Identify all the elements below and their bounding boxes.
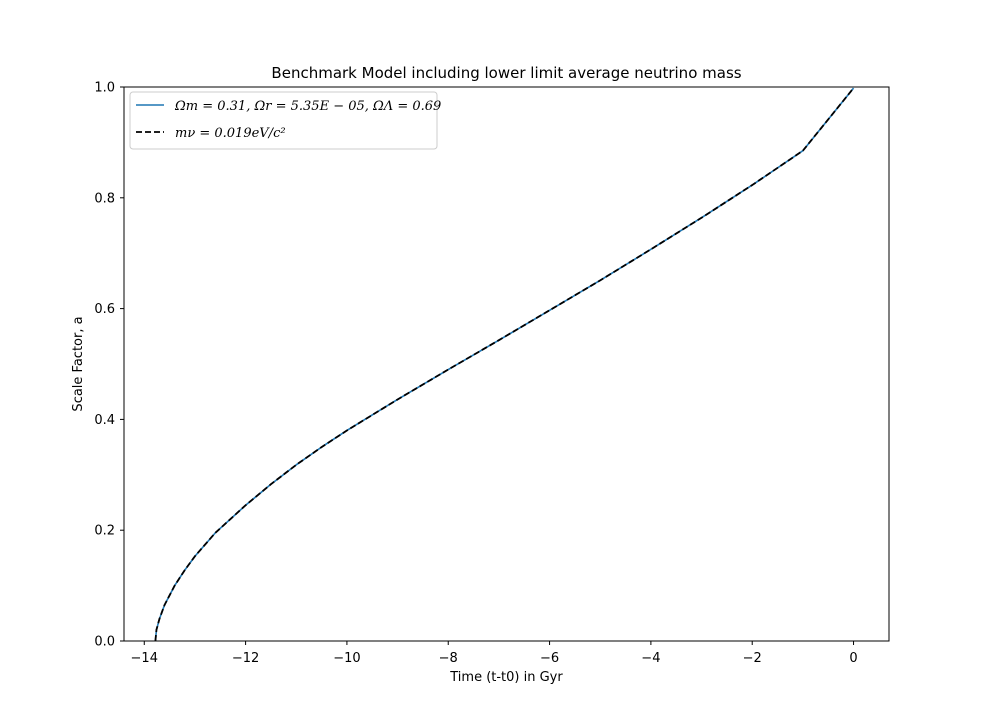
- x-tick-label: −14: [131, 651, 158, 666]
- series-line-1: [154, 87, 855, 642]
- y-tick-label: 0.6: [94, 302, 115, 317]
- x-axis-label: Time (t-t0) in Gyr: [449, 670, 563, 685]
- legend-label-neutrino: mν = 0.019eV/c²: [175, 126, 286, 141]
- x-tick-label: −10: [333, 651, 360, 666]
- x-tick-label: −6: [540, 651, 559, 666]
- x-tick-label: −2: [743, 651, 762, 666]
- legend-box: [129, 91, 438, 150]
- x-tick-label: −12: [232, 651, 259, 666]
- x-axis: −14 −12 −10 −8 −6 −4 −2 0: [131, 641, 858, 666]
- y-tick-label: 0.0: [94, 635, 115, 650]
- plot-frame: [123, 86, 890, 642]
- legend-label-model: Ωm = 0.31, Ωr = 5.35E − 05, ΩΛ = 0.69: [174, 99, 441, 114]
- y-tick-label: 0.2: [94, 524, 115, 539]
- x-tick-label: −8: [439, 651, 458, 666]
- x-tick-label: 0: [849, 651, 857, 666]
- y-tick-label: 0.4: [94, 413, 115, 428]
- y-axis: 0.0 0.2 0.4 0.6 0.8 1.0: [94, 81, 124, 650]
- y-tick-label: 1.0: [94, 81, 115, 96]
- chart-title: Benchmark Model including lower limit av…: [271, 64, 741, 82]
- y-axis-label: Scale Factor, a: [71, 316, 86, 411]
- series-layer: [154, 87, 855, 642]
- x-tick-label: −4: [641, 651, 660, 666]
- y-tick-label: 0.8: [94, 191, 115, 206]
- legend: Ωm = 0.31, Ωr = 5.35E − 05, ΩΛ = 0.69 mν…: [129, 91, 441, 150]
